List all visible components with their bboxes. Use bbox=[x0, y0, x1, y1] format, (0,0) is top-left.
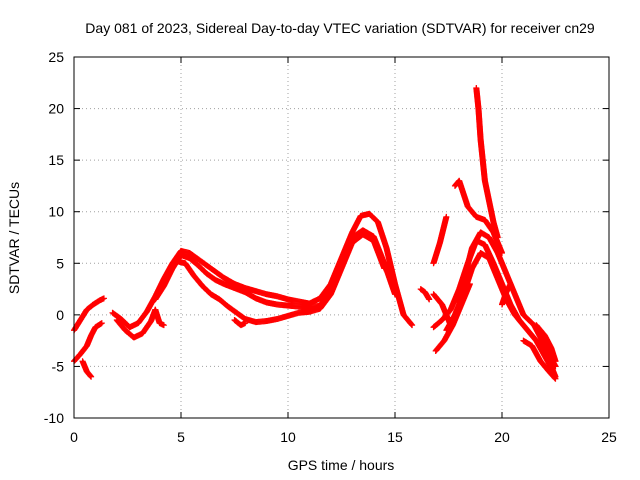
data-points bbox=[71, 84, 559, 382]
series-track-17 bbox=[473, 84, 501, 241]
data-point bbox=[381, 265, 388, 272]
y-tick-label: -5 bbox=[52, 358, 65, 374]
y-tick-label: 5 bbox=[56, 255, 64, 271]
y-tick-label: -10 bbox=[44, 410, 64, 426]
plot-frame bbox=[73, 56, 610, 419]
series-track-9 bbox=[231, 317, 249, 329]
data-point bbox=[409, 322, 416, 329]
x-tick-label: 15 bbox=[387, 429, 403, 445]
x-tick-label: 0 bbox=[70, 429, 78, 445]
data-point bbox=[494, 234, 501, 241]
series-track-3 bbox=[79, 358, 95, 380]
data-point bbox=[392, 291, 398, 298]
y-tick-label: 10 bbox=[48, 204, 64, 220]
x-tick-label: 10 bbox=[280, 429, 296, 445]
y-axis-label: SDTVAR / TECUs bbox=[6, 182, 22, 294]
series-track-18 bbox=[499, 280, 514, 308]
grid-lines bbox=[74, 57, 609, 418]
series-track-6 bbox=[156, 231, 388, 326]
data-point bbox=[466, 280, 473, 287]
data-point bbox=[100, 295, 107, 302]
x-tick-label: 25 bbox=[601, 429, 617, 445]
series-track-19 bbox=[520, 337, 559, 382]
y-tick-label: 25 bbox=[48, 49, 64, 65]
data-point bbox=[507, 280, 514, 287]
axis-ticks: 0 5 10 15 20 25 -10 -5 0 5 10 15 20 25 bbox=[44, 49, 617, 445]
data-point bbox=[552, 358, 559, 365]
x-axis-label: GPS time / hours bbox=[288, 457, 395, 473]
y-tick-label: 15 bbox=[48, 152, 64, 168]
series-track-7 bbox=[113, 306, 159, 341]
series-track-14 bbox=[417, 286, 433, 303]
series-track-13 bbox=[432, 280, 473, 354]
x-tick-label: 5 bbox=[177, 429, 185, 445]
data-point bbox=[552, 375, 559, 382]
y-tick-label: 0 bbox=[56, 307, 64, 323]
chart-title: Day 081 of 2023, Sidereal Day-to-day VTE… bbox=[85, 20, 595, 36]
y-tick-label: 20 bbox=[48, 101, 64, 117]
data-point bbox=[426, 296, 433, 303]
data-point bbox=[98, 320, 105, 327]
series-track-20 bbox=[533, 322, 559, 365]
data-point bbox=[499, 249, 505, 256]
x-tick-label: 20 bbox=[494, 429, 510, 445]
series-track-8 bbox=[152, 306, 167, 329]
series-track-16 bbox=[430, 213, 450, 267]
data-point bbox=[88, 373, 95, 380]
data-point bbox=[443, 213, 450, 220]
data-point bbox=[242, 320, 249, 327]
data-point bbox=[160, 322, 167, 329]
series-track-1 bbox=[71, 295, 107, 334]
